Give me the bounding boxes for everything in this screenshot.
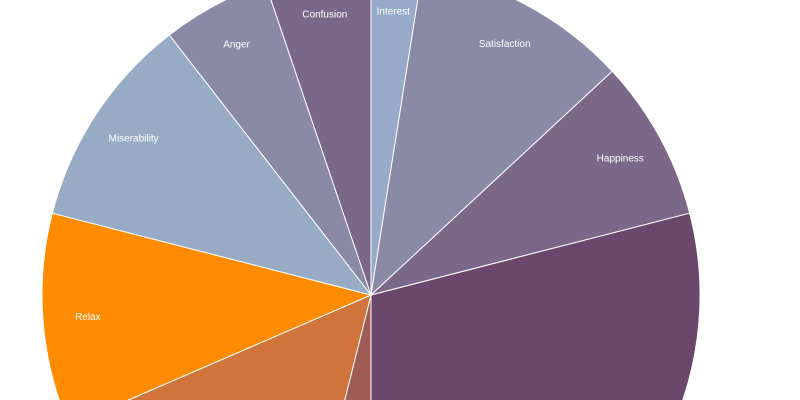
pie-slice (370, 0, 613, 297)
pie-slice (370, 212, 701, 400)
slice-label: Miserability (109, 134, 159, 145)
slice-label: Relax (75, 312, 101, 323)
pie-slice (41, 212, 373, 400)
slice-label: Interest (377, 7, 411, 18)
pie-slice (168, 0, 372, 296)
slice-label: Confusion (302, 9, 347, 20)
pie-slice (270, 0, 372, 296)
pie-slice (370, 0, 419, 296)
pie-slice (370, 70, 691, 296)
slice-label: Satisfaction (479, 39, 531, 50)
slice-label: Happiness (597, 154, 644, 165)
pie-slice (51, 34, 373, 296)
slice-label: Anger (223, 39, 250, 50)
